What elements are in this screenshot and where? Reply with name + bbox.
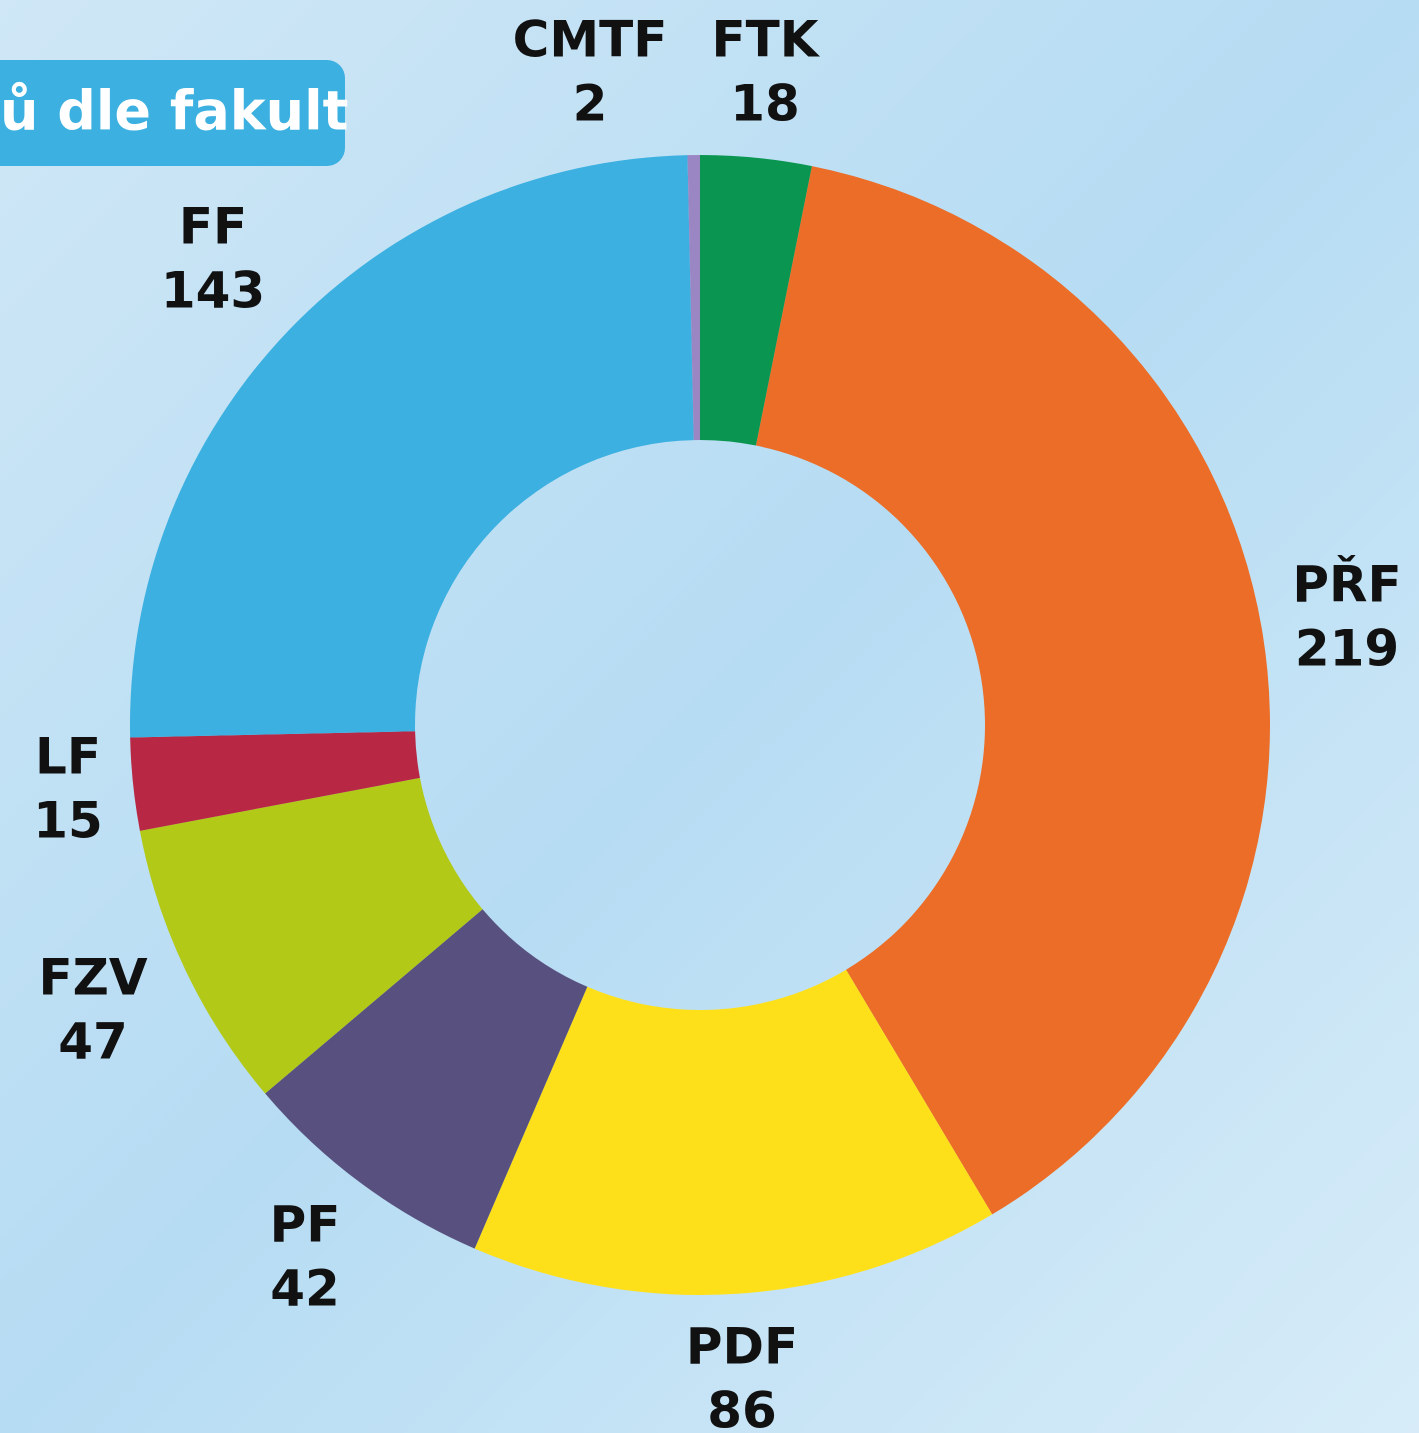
value-label: 15 [33,792,103,850]
slice-label: PŘF [1292,555,1401,614]
value-label: 42 [270,1260,340,1318]
slice [130,731,420,831]
slice [755,166,1270,1215]
slice [700,155,812,446]
chart-title: ů dle fakult [0,80,348,143]
slice-label: LF [35,728,101,786]
title-box [0,60,345,166]
value-label: 47 [58,1013,128,1071]
value-label: 18 [730,75,800,133]
slice-label: PF [270,1196,341,1254]
value-label: 219 [1295,620,1399,678]
value-label: 2 [573,75,608,133]
slice-label: FZV [38,949,147,1007]
value-label: 86 [707,1382,777,1433]
slice-label: PDF [686,1318,798,1376]
slice [139,777,483,1094]
slice [265,909,588,1249]
slice [130,155,694,738]
donut [130,155,1270,1295]
slice-label: CMTF [513,11,668,69]
slice-label: FF [179,198,247,256]
slice-label: FTK [711,11,820,69]
value-label: 143 [161,262,265,320]
slice [474,969,993,1295]
slice [687,155,700,441]
